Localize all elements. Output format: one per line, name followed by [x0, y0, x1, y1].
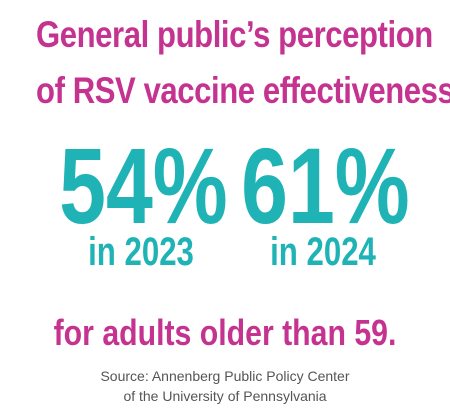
source-line-2: of the University of Pennsylvania	[123, 388, 327, 404]
stat-2023-value: 54%	[59, 125, 228, 246]
stat-2023-label: in 2023	[88, 230, 194, 274]
stat-2024-value: 61%	[241, 125, 410, 246]
headline-line-2: of RSV vaccine effectiveness:	[36, 70, 450, 111]
qualifier-text: for adults older than 59.	[53, 312, 397, 353]
stat-2024-label: in 2024	[270, 230, 376, 274]
source-line-1: Source: Annenberg Public Policy Center	[100, 368, 350, 384]
headline-line-1: General public’s perception	[36, 14, 433, 55]
